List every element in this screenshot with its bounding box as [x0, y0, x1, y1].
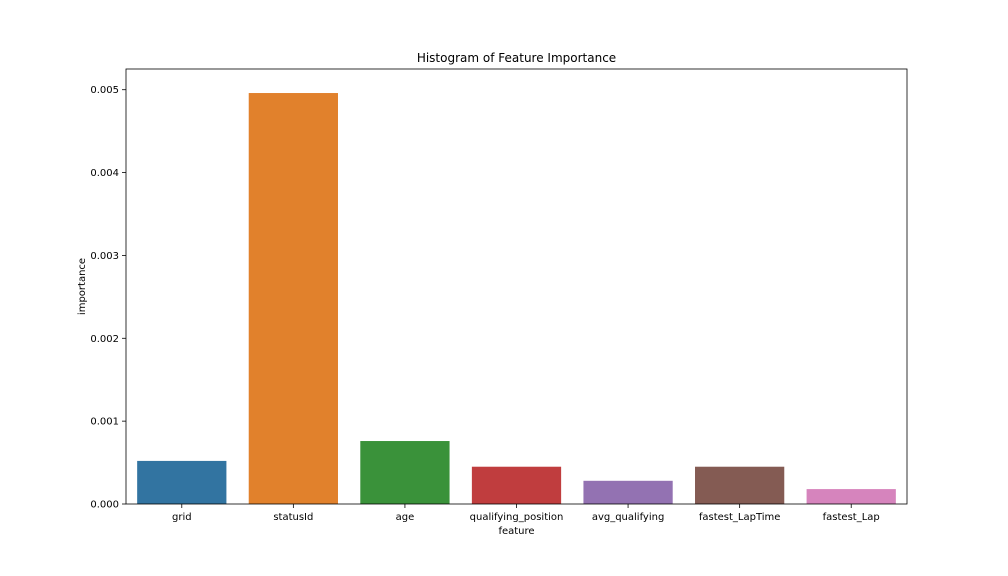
bar-statusid [248, 93, 338, 505]
chart-title: Histogram of Feature Importance [417, 51, 616, 65]
x-tick-label: grid [172, 512, 192, 523]
bar-fastest-lap [806, 489, 896, 504]
y-tick-label: 0.000 [90, 500, 119, 511]
bar-grid [137, 460, 227, 504]
x-tick-label: fastest_Lap [823, 512, 880, 523]
y-tick-label: 0.003 [90, 251, 119, 262]
y-tick-label: 0.004 [90, 168, 119, 179]
x-tick-label: age [396, 512, 415, 523]
bars-group [137, 93, 896, 505]
x-tick-label: fastest_LapTime [699, 512, 781, 523]
x-tick-label: avg_qualifying [592, 512, 665, 523]
bar-fastest-laptime [695, 466, 785, 504]
y-tick-label: 0.001 [90, 417, 119, 428]
x-tick-label: qualifying_position [470, 512, 564, 523]
bar-qualifying-position [471, 466, 562, 504]
x-ticks-group: grid statusId age qualifying_position avg_qu… [172, 504, 880, 523]
bar-avg-qualifying [583, 480, 673, 504]
bar-age [360, 441, 450, 504]
x-tick-label: statusId [273, 512, 313, 523]
y-tick-label: 0.005 [90, 85, 119, 96]
y-ticks-group: 0.000 0.001 0.002 0.003 0.004 0.005 [90, 85, 126, 511]
plot-frame [125, 68, 908, 505]
y-tick-label: 0.002 [90, 334, 119, 345]
y-axis-label: importance [77, 258, 88, 315]
x-axis-label: feature [498, 526, 534, 537]
